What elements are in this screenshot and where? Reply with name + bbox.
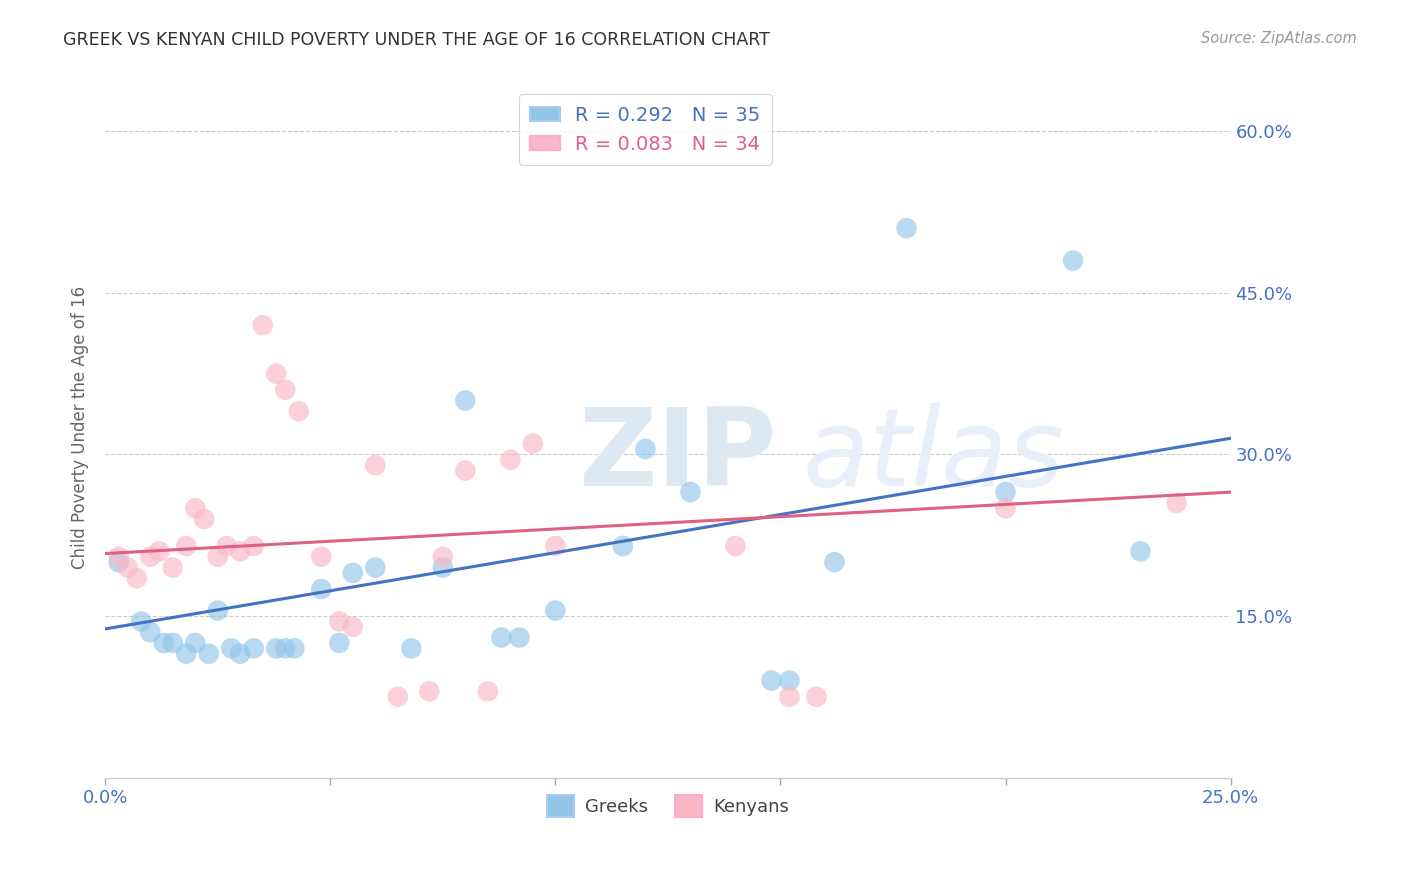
Point [229,647,252,661]
Point [342,566,364,580]
Point [387,690,409,704]
Point [274,383,297,397]
Point [1129,544,1152,558]
Point [311,549,333,564]
Point [311,582,333,596]
Point [139,549,162,564]
Point [823,555,845,569]
Point [174,539,197,553]
Point [679,485,702,500]
Y-axis label: Child Poverty Under the Age of 16: Child Poverty Under the Age of 16 [72,286,89,569]
Point [207,604,229,618]
Point [994,485,1017,500]
Text: GREEK VS KENYAN CHILD POVERTY UNDER THE AGE OF 16 CORRELATION CHART: GREEK VS KENYAN CHILD POVERTY UNDER THE … [63,31,770,49]
Point [125,571,148,585]
Point [778,690,800,704]
Point [364,560,387,574]
Point [806,690,828,704]
Point [544,539,567,553]
Point [107,549,129,564]
Point [197,647,219,661]
Point [264,641,287,656]
Point [364,458,387,473]
Legend: Greeks, Kenyans: Greeks, Kenyans [540,788,796,824]
Point [264,367,287,381]
Point [139,625,162,640]
Point [129,615,152,629]
Point [283,641,305,656]
Point [1062,253,1084,268]
Point [432,560,454,574]
Point [454,393,477,408]
Point [454,464,477,478]
Point [634,442,657,456]
Point [107,555,129,569]
Point [491,631,513,645]
Point [544,604,567,618]
Text: ZIP: ZIP [578,402,776,508]
Point [328,636,350,650]
Point [401,641,423,656]
Point [242,539,264,553]
Point [162,560,184,574]
Point [152,636,174,650]
Point [174,647,197,661]
Point [215,539,238,553]
Text: atlas: atlas [803,403,1064,508]
Point [193,512,215,526]
Point [522,436,544,450]
Point [229,544,252,558]
Point [477,684,499,698]
Point [724,539,747,553]
Point [274,641,297,656]
Point [508,631,530,645]
Point [219,641,242,656]
Point [432,549,454,564]
Point [162,636,184,650]
Point [328,615,350,629]
Point [288,404,311,418]
Point [896,221,918,235]
Point [612,539,634,553]
Point [184,501,207,516]
Point [342,620,364,634]
Point [778,673,800,688]
Point [207,549,229,564]
Point [184,636,207,650]
Point [242,641,264,656]
Point [117,560,139,574]
Point [994,501,1017,516]
Point [499,452,522,467]
Point [252,318,274,333]
Point [761,673,783,688]
Point [418,684,440,698]
Point [148,544,170,558]
Point [1166,496,1188,510]
Text: Source: ZipAtlas.com: Source: ZipAtlas.com [1201,31,1357,46]
